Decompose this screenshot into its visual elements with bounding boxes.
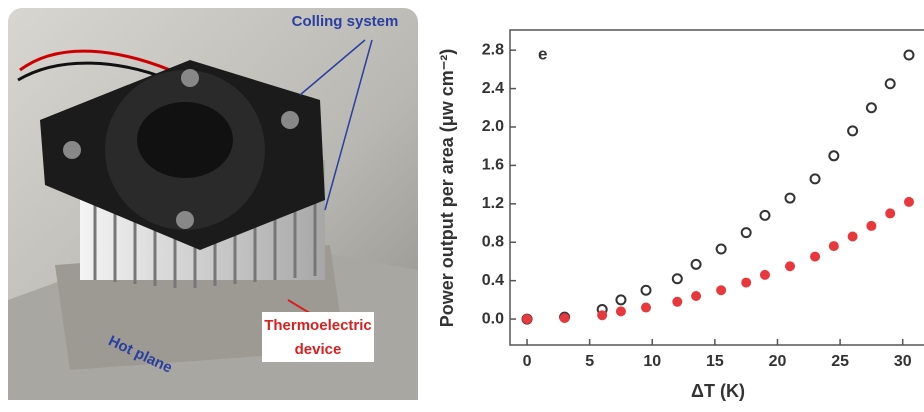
x-tick-label: 0 <box>523 353 532 370</box>
y-tick-label: 1.6 <box>482 157 504 174</box>
y-tick-label: 2.4 <box>482 80 504 97</box>
data-point <box>828 150 840 162</box>
x-tick-label: 20 <box>769 353 787 370</box>
data-point <box>640 302 651 313</box>
data-point <box>759 209 771 221</box>
panel-label: e <box>538 44 547 63</box>
plot: e ΔT (K) Power output per area (μw cm⁻²)… <box>437 29 924 401</box>
data-point <box>884 78 896 90</box>
data-point <box>866 220 877 231</box>
photo-label: device <box>295 341 342 358</box>
data-point <box>671 273 683 285</box>
x-axis-label: ΔT (K) <box>691 381 745 401</box>
data-point <box>828 241 839 252</box>
data-point <box>759 269 770 280</box>
x-tick-label: 5 <box>585 353 594 370</box>
plot-frame <box>509 29 924 346</box>
data-point <box>847 125 859 137</box>
data-point <box>716 285 727 296</box>
data-point <box>640 284 652 296</box>
wire <box>19 49 171 72</box>
photo-label: Colling system <box>292 13 399 30</box>
data-point <box>865 102 877 114</box>
y-tick-label: 0.0 <box>482 310 504 327</box>
x-tick-label: 10 <box>643 353 661 370</box>
data-point <box>810 251 821 262</box>
x-tick-label: 30 <box>894 353 912 370</box>
data-point <box>690 258 702 270</box>
data-point <box>715 243 727 255</box>
data-point <box>903 196 914 207</box>
y-tick-label: 0.8 <box>482 233 504 250</box>
photo-label: Thermoelectric <box>264 317 372 334</box>
data-point <box>597 310 608 321</box>
data-point <box>809 173 821 185</box>
data-point <box>903 49 915 61</box>
data-point <box>885 208 896 219</box>
y-tick-label: 0.4 <box>482 272 504 289</box>
label-background <box>262 312 374 362</box>
fan <box>40 60 325 250</box>
wire <box>17 61 171 82</box>
data-point <box>559 313 570 324</box>
x-tick-label: 15 <box>706 353 724 370</box>
data-point <box>615 306 626 317</box>
data-point <box>741 277 752 288</box>
data-point <box>615 294 627 306</box>
pointer <box>324 39 373 211</box>
data-point <box>740 227 752 239</box>
y-tick-label: 2.8 <box>482 41 504 58</box>
y-tick-label: 2.0 <box>482 118 504 135</box>
data-point <box>672 296 683 307</box>
pointer <box>299 39 366 96</box>
data-point <box>847 231 858 242</box>
x-tick-label: 25 <box>831 353 849 370</box>
y-axis-label: Power output per area (μw cm⁻²) <box>437 49 457 328</box>
data-point <box>522 314 533 325</box>
data-point <box>785 261 796 272</box>
data-point <box>691 291 702 302</box>
data-point <box>784 192 796 204</box>
photo: Colling system Thermoelectric device Hot… <box>8 8 418 400</box>
y-tick-label: 1.2 <box>482 195 504 212</box>
